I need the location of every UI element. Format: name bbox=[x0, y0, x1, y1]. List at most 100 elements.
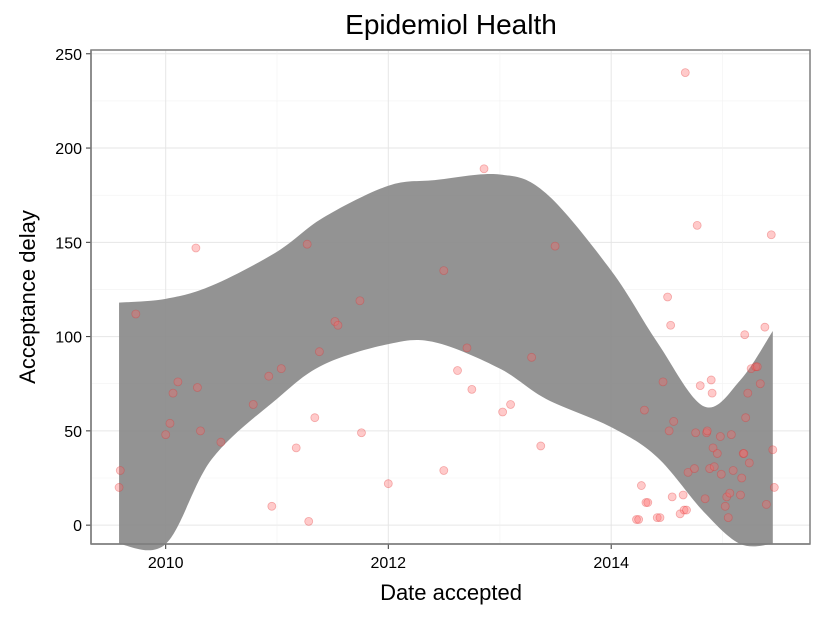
y-tick-label: 50 bbox=[64, 424, 82, 441]
data-point bbox=[536, 441, 546, 451]
y-tick-label: 100 bbox=[55, 330, 82, 347]
data-point bbox=[355, 296, 365, 306]
data-point bbox=[640, 405, 649, 415]
data-point bbox=[746, 364, 756, 374]
data-point bbox=[741, 413, 751, 423]
data-point bbox=[751, 362, 761, 372]
data-point bbox=[766, 230, 776, 240]
x-tick-label: 2012 bbox=[370, 555, 406, 572]
data-point bbox=[131, 309, 141, 319]
data-point bbox=[550, 241, 560, 251]
data-point bbox=[666, 320, 676, 330]
y-axis-title: Acceptance delay bbox=[15, 210, 40, 384]
data-point bbox=[744, 458, 754, 468]
y-tick-label: 0 bbox=[73, 518, 82, 535]
data-point bbox=[680, 68, 690, 78]
data-point bbox=[302, 239, 312, 249]
data-point bbox=[739, 449, 749, 458]
data-point bbox=[314, 347, 324, 357]
data-point bbox=[641, 498, 651, 507]
data-point bbox=[723, 513, 733, 523]
data-point bbox=[669, 417, 679, 426]
data-point bbox=[692, 220, 702, 230]
data-point bbox=[173, 377, 183, 387]
data-point bbox=[658, 377, 668, 387]
data-point bbox=[702, 428, 712, 438]
data-point bbox=[264, 371, 274, 381]
data-point bbox=[643, 498, 653, 507]
data-point bbox=[736, 490, 745, 500]
data-point bbox=[276, 364, 286, 374]
data-point bbox=[769, 483, 779, 492]
data-point bbox=[479, 164, 489, 174]
x-axis-title: Date accepted bbox=[380, 580, 522, 605]
data-point bbox=[506, 400, 515, 409]
data-point bbox=[193, 383, 202, 392]
data-point bbox=[755, 379, 765, 389]
y-axis: 0 50 100 150 200 250 bbox=[55, 47, 92, 544]
data-point bbox=[728, 466, 738, 475]
plot-area bbox=[90, 49, 811, 551]
data-point bbox=[678, 490, 688, 500]
data-point bbox=[760, 322, 770, 332]
y-tick-label: 200 bbox=[55, 141, 82, 158]
data-point bbox=[498, 407, 508, 417]
data-point bbox=[632, 515, 641, 524]
data-point bbox=[216, 437, 226, 447]
data-point bbox=[304, 516, 314, 526]
data-point bbox=[707, 388, 717, 398]
data-point bbox=[768, 445, 778, 455]
data-point bbox=[168, 388, 178, 398]
data-point bbox=[712, 449, 722, 458]
data-point bbox=[761, 500, 771, 509]
data-point bbox=[462, 343, 472, 353]
x-tick-label: 2014 bbox=[593, 555, 629, 572]
data-point bbox=[709, 462, 719, 472]
data-point bbox=[726, 430, 736, 440]
data-point bbox=[191, 243, 201, 253]
data-point bbox=[667, 492, 677, 502]
x-axis: 2010 2012 2014 bbox=[91, 543, 810, 572]
data-point bbox=[679, 505, 689, 515]
data-point bbox=[161, 430, 171, 440]
data-point bbox=[467, 384, 477, 394]
data-point bbox=[722, 492, 732, 502]
data-point bbox=[683, 467, 693, 477]
data-point bbox=[634, 515, 644, 524]
chart-title: Epidemiol Health bbox=[345, 9, 557, 40]
data-point bbox=[652, 513, 662, 523]
data-point bbox=[715, 432, 725, 441]
data-point bbox=[695, 381, 705, 391]
data-point bbox=[439, 266, 449, 276]
y-tick-label: 150 bbox=[55, 235, 82, 252]
data-point bbox=[682, 505, 691, 515]
data-point bbox=[702, 426, 712, 436]
data-point bbox=[115, 466, 125, 475]
confidence-band bbox=[119, 173, 773, 551]
x-tick-label: 2010 bbox=[148, 555, 184, 572]
y-tick-label: 250 bbox=[55, 47, 82, 64]
data-point bbox=[439, 466, 449, 475]
data-point bbox=[383, 479, 393, 489]
data-point bbox=[291, 443, 301, 453]
data-point bbox=[700, 494, 710, 504]
data-point bbox=[691, 428, 701, 438]
data-point bbox=[752, 362, 762, 372]
data-point bbox=[267, 501, 277, 511]
data-point bbox=[705, 464, 715, 473]
data-points bbox=[114, 68, 779, 526]
data-point bbox=[636, 481, 646, 490]
data-point bbox=[248, 400, 258, 409]
data-point bbox=[663, 292, 673, 302]
data-point bbox=[740, 330, 750, 340]
data-point bbox=[330, 317, 340, 326]
data-point bbox=[165, 418, 175, 428]
data-point bbox=[690, 464, 699, 473]
data-point bbox=[716, 469, 726, 479]
data-point bbox=[738, 449, 748, 458]
data-point bbox=[706, 375, 716, 385]
data-point bbox=[664, 426, 674, 436]
data-point bbox=[675, 509, 685, 519]
data-point bbox=[310, 413, 320, 423]
